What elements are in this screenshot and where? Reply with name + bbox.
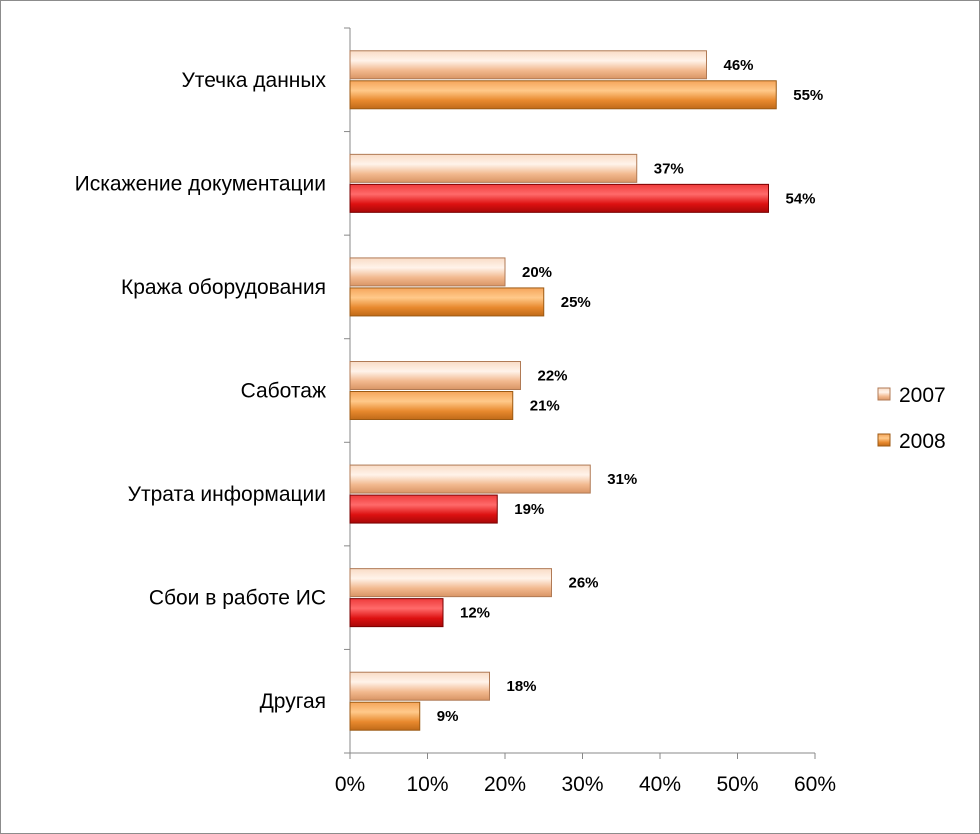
bar-2008 <box>349 598 444 628</box>
data-label-2007: 46% <box>724 57 754 74</box>
data-label-2008: 54% <box>786 190 816 207</box>
category-label: Другая <box>260 690 326 713</box>
bar-2008 <box>349 80 777 110</box>
category-label: Кража оборудования <box>121 276 326 299</box>
bar-2008 <box>349 701 421 731</box>
data-label-2007: 37% <box>654 160 684 177</box>
bar-2008 <box>349 287 545 317</box>
x-tick-label: 50% <box>716 773 758 796</box>
data-label-2007: 22% <box>538 368 568 385</box>
legend-label: 2008 <box>899 430 946 453</box>
bar-2008 <box>349 391 514 420</box>
bar-2007 <box>349 464 591 494</box>
data-label-2008: 12% <box>460 605 490 622</box>
legend-swatch-2007 <box>877 387 891 401</box>
x-tick-label: 30% <box>561 773 603 796</box>
x-tick-label: 40% <box>639 773 681 796</box>
legend-swatch-2008 <box>877 433 891 447</box>
data-label-2007: 26% <box>569 575 599 592</box>
bar-2007 <box>349 568 552 598</box>
x-tick-label: 60% <box>794 773 836 796</box>
category-label: Саботаж <box>241 380 326 403</box>
data-label-2008: 55% <box>793 87 823 104</box>
category-label: Утечка данных <box>181 69 326 92</box>
category-label: Сбои в работе ИС <box>149 587 326 610</box>
bar-2008 <box>349 183 769 213</box>
x-tick-label: 10% <box>406 773 448 796</box>
legend-label: 2007 <box>899 384 946 407</box>
bar-2008 <box>349 494 498 524</box>
bar-2007 <box>349 671 490 701</box>
data-label-2007: 31% <box>607 471 637 488</box>
category-label: Утрата информации <box>128 483 326 506</box>
bar-2007 <box>349 153 638 183</box>
x-tick-label: 20% <box>484 773 526 796</box>
data-label-2008: 9% <box>437 708 459 725</box>
bar-2007 <box>349 50 707 80</box>
x-tick-label: 0% <box>335 773 365 796</box>
data-label-2008: 21% <box>530 398 560 415</box>
data-label-2008: 25% <box>561 294 591 311</box>
data-label-2007: 18% <box>507 678 537 695</box>
category-label: Искажение документации <box>75 172 326 195</box>
data-label-2008: 19% <box>514 501 544 518</box>
bar-2007 <box>349 257 506 287</box>
data-label-2007: 20% <box>522 264 552 281</box>
bar-2007 <box>349 361 521 390</box>
